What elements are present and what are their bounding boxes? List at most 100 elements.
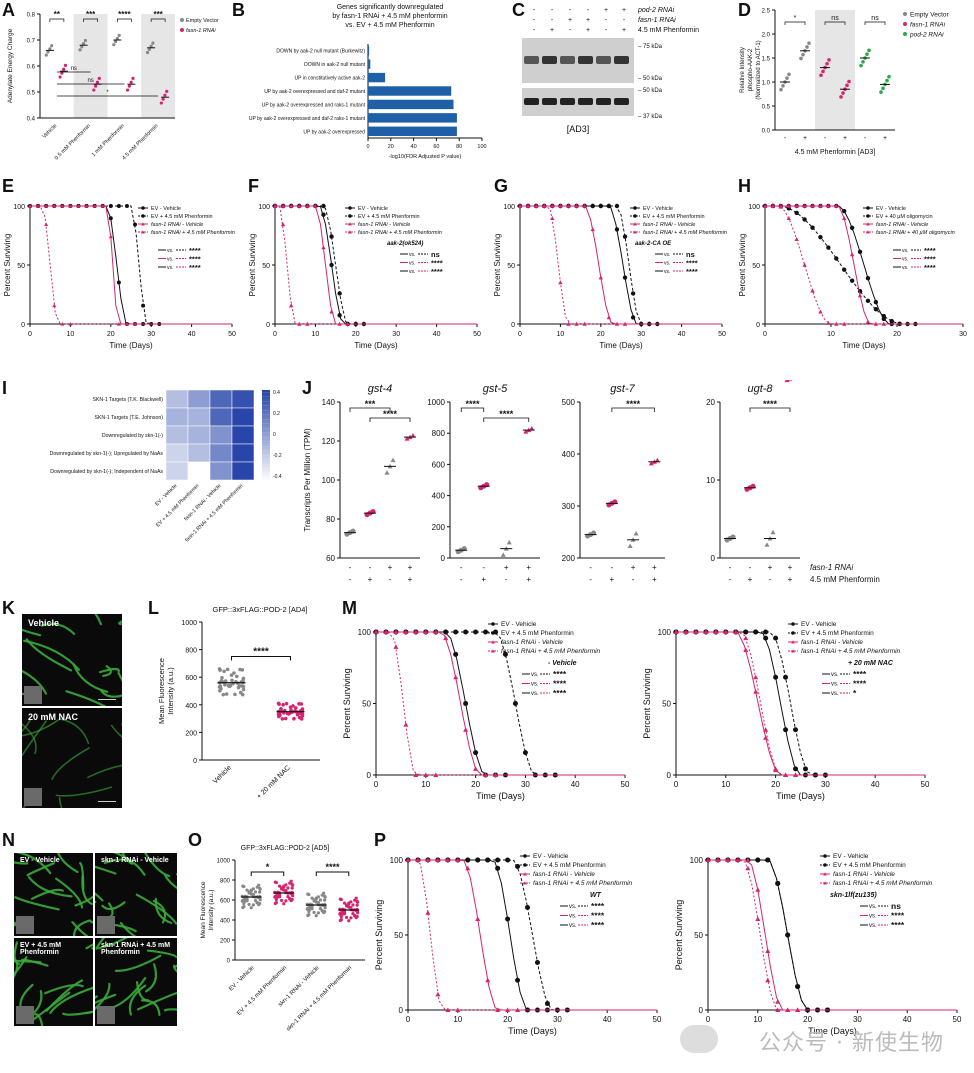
- colorbar-segment: [262, 464, 270, 467]
- data-point: [253, 899, 258, 903]
- blot-band: [614, 98, 629, 105]
- legend-entry: fasn-1 RNAi + 4.5 mM Phenformin: [151, 230, 235, 236]
- vs-label: vs.: [902, 257, 908, 263]
- survival-point: [590, 227, 595, 232]
- worm: [135, 893, 177, 925]
- micrograph-n2: skn-1 RNAi - Vehicle: [95, 853, 177, 936]
- y-tick-label: 0.8: [27, 13, 36, 19]
- colorbar-label: -0.4: [273, 474, 282, 480]
- colorbar-segment: [262, 459, 270, 463]
- survival-point: [622, 275, 628, 280]
- data-point: [58, 75, 62, 79]
- data-point: [821, 69, 825, 74]
- survival-curve-rnai_ph: [30, 205, 232, 325]
- survival-point: [683, 629, 689, 634]
- legend-entry: EV - Vehicle: [801, 621, 837, 628]
- heatmap-cell: [165, 425, 189, 445]
- colorbar-segment: [262, 421, 270, 424]
- heatmap-cell: [165, 407, 189, 427]
- y-tick-label: 100: [748, 204, 760, 211]
- data-point: [404, 436, 410, 441]
- data-point: [316, 895, 320, 899]
- blot-band: [560, 56, 575, 64]
- vs-label: vs.: [902, 248, 908, 254]
- legend-entry: fasn-1 RNAi + 40 µM oligomycin: [876, 230, 955, 236]
- x-tick-label: 40: [871, 780, 880, 789]
- sign: +: [568, 17, 572, 24]
- x-tick-label: 40: [571, 780, 580, 789]
- sign: -: [533, 17, 536, 24]
- legend-entry: EV + 4.5 mM Phenformin: [533, 862, 606, 869]
- survival-point: [44, 204, 49, 208]
- sign: -: [605, 27, 608, 34]
- legend-entry: Empty Vector: [910, 12, 949, 19]
- survival-point: [614, 203, 620, 209]
- data-point: [129, 80, 133, 84]
- y-tick-label: 1000: [427, 398, 445, 407]
- survival-point: [550, 216, 555, 221]
- sign: -: [349, 563, 352, 572]
- survival-point: [92, 204, 97, 208]
- sign: -: [729, 563, 732, 572]
- x-tick-label: 10: [721, 780, 730, 789]
- chart-title: by fasn-1 RNAi + 4.5 mM phenformin: [332, 13, 447, 20]
- survival-point: [141, 303, 146, 308]
- y-tick-label: 1.5: [762, 57, 771, 63]
- y-axis-label: Mean Fluorescence: [200, 881, 207, 938]
- panel-j-label: J: [302, 378, 313, 398]
- sig-stars: ****: [383, 409, 398, 419]
- data-point: [44, 53, 48, 57]
- survival-point: [522, 750, 528, 756]
- survival-point: [465, 865, 471, 871]
- data-point: [240, 692, 245, 697]
- bar-label: DOWN by aak-2 null mutant (Burkewitz): [276, 49, 365, 55]
- kda-marker: – 37 kDa: [638, 114, 663, 120]
- bar: [368, 99, 454, 110]
- bar-label: UP by aak-2 overexpressed and daf-2 raks…: [249, 116, 366, 122]
- survival-point: [857, 293, 863, 298]
- survival-point: [778, 204, 784, 209]
- stat-sig: ****: [686, 267, 698, 276]
- y-tick-label: 0.4: [27, 117, 36, 123]
- y-tick-label: 800: [432, 429, 446, 438]
- worm: [74, 895, 93, 907]
- data-point: [801, 52, 805, 57]
- survival-point: [743, 635, 749, 641]
- data-point: [279, 886, 284, 890]
- legend-marker: [866, 230, 870, 234]
- survival-point: [606, 203, 612, 209]
- survival-point: [775, 999, 781, 1004]
- sign: +: [843, 135, 847, 142]
- survival-point: [435, 857, 441, 862]
- data-point: [296, 711, 301, 716]
- survival-point: [483, 629, 489, 635]
- x-tick-label: 10: [67, 331, 75, 338]
- x-tick-label: 40: [603, 1015, 612, 1024]
- legend-entry: EV + 40 µM oligomycin: [876, 214, 933, 220]
- survival-point: [445, 1007, 451, 1012]
- y-tick-label: 400: [220, 919, 231, 925]
- data-point: [60, 71, 64, 75]
- legend-entry: EV + 4.5 mM Phenformin: [833, 862, 906, 869]
- survival-point: [445, 857, 451, 862]
- data-point: [83, 38, 88, 43]
- colorbar-segment: [262, 446, 270, 449]
- panel-f-label: F: [248, 176, 259, 196]
- x-tick-label: 10: [421, 780, 430, 789]
- sign: +: [504, 563, 509, 572]
- sign: -: [569, 7, 572, 14]
- data-point: [217, 667, 222, 671]
- legend-marker: [523, 881, 527, 885]
- survival-point: [52, 204, 57, 208]
- colorbar-segment: [262, 412, 270, 415]
- survival-point: [614, 321, 620, 326]
- survival-point: [842, 267, 847, 272]
- survival-point: [755, 887, 761, 892]
- worm: [14, 957, 19, 979]
- survival-point: [842, 208, 847, 214]
- bar-label: UP by aak-2 overexpressed and daf-2 muta…: [264, 89, 365, 95]
- heatmap-cell: [187, 425, 211, 445]
- survival-point: [495, 1007, 501, 1012]
- data-point: [251, 903, 255, 907]
- survival-point: [495, 865, 501, 871]
